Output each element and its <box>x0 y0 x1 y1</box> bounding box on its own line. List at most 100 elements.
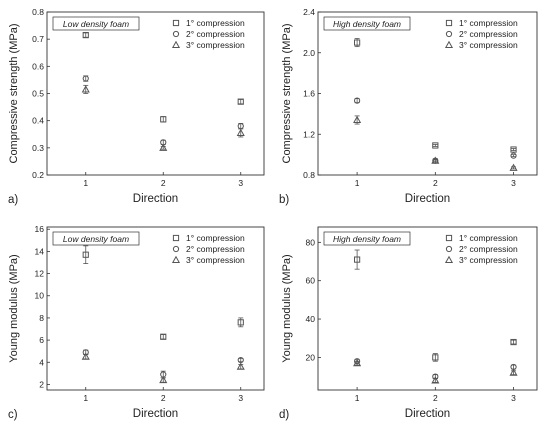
data-point-circle <box>82 75 89 82</box>
x-tick-label: 3 <box>511 393 516 403</box>
panel-label: d) <box>279 409 289 421</box>
data-point-square <box>237 98 244 105</box>
y-tick-label: 60 <box>306 276 316 286</box>
inset-title-box <box>52 231 140 246</box>
chart-panel-4: 20 40 60 80 1 2 3 Direction Young modulus (MPa) d… <box>279 226 538 421</box>
inset-title-box <box>323 231 411 246</box>
legend-label: 2° compression <box>186 29 245 39</box>
legend-label: 1° compression <box>459 18 518 28</box>
data-point-triangle <box>81 352 90 360</box>
y-tick-label: 1.2 <box>303 129 315 139</box>
y-tick-label: 0.8 <box>32 7 44 17</box>
y-axis-label: Young modulus (MPa) <box>8 254 20 362</box>
legend-label: 1° compression <box>186 233 245 243</box>
inset-title-box <box>323 16 411 31</box>
data-point-square <box>354 256 361 263</box>
inset-title: High density foam <box>333 19 401 29</box>
legend-label: 1° compression <box>186 18 245 28</box>
y-tick-label: 6 <box>39 335 44 345</box>
panel-label: c) <box>8 409 18 421</box>
data-point-triangle <box>81 85 90 93</box>
data-point-square <box>510 146 517 153</box>
x-axis-label: Direction <box>405 408 450 420</box>
plot-frame <box>46 226 265 391</box>
panel-label: b) <box>279 194 289 206</box>
data-point-triangle <box>159 143 168 151</box>
legend-marker-circle <box>172 245 180 253</box>
data-point-square <box>432 354 439 361</box>
data-point-square <box>160 333 167 340</box>
y-tick-label: 80 <box>306 237 316 247</box>
data-point-square <box>237 319 244 326</box>
data-point-square <box>82 31 89 39</box>
legend-label: 2° compression <box>459 29 518 39</box>
y-tick-label: 0.6 <box>32 61 44 71</box>
legend-label: 3° compression <box>459 255 518 265</box>
chart-panel-2: 0.8 1.2 1.6 2.0 2.4 1 2 3 Direction Compressive s… <box>279 7 538 206</box>
y-tick-label: 0.5 <box>32 89 44 99</box>
x-tick-label: 2 <box>433 393 438 403</box>
plot-frame <box>317 226 538 391</box>
inset-title: Low density foam <box>63 19 129 29</box>
data-point-triangle <box>431 156 440 164</box>
x-tick-label: 1 <box>355 393 360 403</box>
y-axis-label: Compressive strength (MPa) <box>8 24 20 164</box>
legend-marker-triangle <box>171 255 181 264</box>
y-tick-label: 12 <box>35 269 45 279</box>
x-tick-label: 2 <box>161 393 166 403</box>
legend-marker-triangle <box>171 40 181 49</box>
x-tick-label: 2 <box>433 178 438 188</box>
panel-label: a) <box>8 194 18 206</box>
x-tick-label: 2 <box>161 178 166 188</box>
data-point-triangle <box>431 376 440 384</box>
y-tick-label: 0.2 <box>32 170 44 180</box>
y-tick-label: 0.4 <box>32 116 44 126</box>
legend-label: 3° compression <box>186 40 245 50</box>
inset-title: Low density foam <box>63 234 129 244</box>
x-tick-label: 1 <box>83 393 88 403</box>
y-tick-label: 8 <box>39 313 44 323</box>
data-point-square <box>354 39 361 46</box>
legend-label: 2° compression <box>186 244 245 254</box>
legend-marker-square <box>172 19 180 27</box>
x-axis-label: Direction <box>133 408 178 420</box>
x-tick-label: 3 <box>238 178 243 188</box>
data-point-circle <box>354 97 361 104</box>
y-tick-label: 40 <box>306 314 316 324</box>
legend-marker-square <box>445 19 453 27</box>
legend-marker-square <box>172 234 180 242</box>
x-tick-label: 3 <box>238 393 243 403</box>
x-axis-label: Direction <box>405 193 450 205</box>
y-tick-label: 0.3 <box>32 143 44 153</box>
legend-label: 1° compression <box>459 233 518 243</box>
legend-label: 2° compression <box>459 244 518 254</box>
inset-title-box <box>52 16 140 31</box>
data-point-triangle <box>159 375 168 384</box>
legend-marker-circle <box>445 245 453 253</box>
y-tick-label: 2 <box>39 379 44 389</box>
data-point-square <box>510 338 517 346</box>
data-point-triangle <box>509 368 518 376</box>
legend-marker-triangle <box>444 255 454 264</box>
y-tick-label: 1.6 <box>303 89 315 99</box>
data-point-triangle <box>236 128 245 136</box>
data-point-triangle <box>509 163 518 171</box>
legend-marker-circle <box>445 30 453 38</box>
y-tick-label: 20 <box>306 352 316 362</box>
x-tick-label: 1 <box>83 178 88 188</box>
data-point-circle <box>510 152 517 159</box>
data-point-triangle <box>353 358 362 367</box>
y-tick-label: 0.7 <box>32 34 44 44</box>
y-axis-label: Compressive strength (MPa) <box>281 24 293 164</box>
x-axis-label: Direction <box>133 193 178 205</box>
y-tick-label: 14 <box>35 246 45 256</box>
data-point-triangle <box>353 115 362 124</box>
y-tick-label: 2.4 <box>303 7 315 17</box>
x-tick-label: 3 <box>511 178 516 188</box>
inset-title: High density foam <box>333 234 401 244</box>
legend-label: 3° compression <box>459 40 518 50</box>
chart-panel-1: 0.2 0.3 0.4 0.5 0.6 0.7 0.8 1 2 3 Direction Compres… <box>8 7 265 206</box>
y-tick-label: 10 <box>35 291 45 301</box>
